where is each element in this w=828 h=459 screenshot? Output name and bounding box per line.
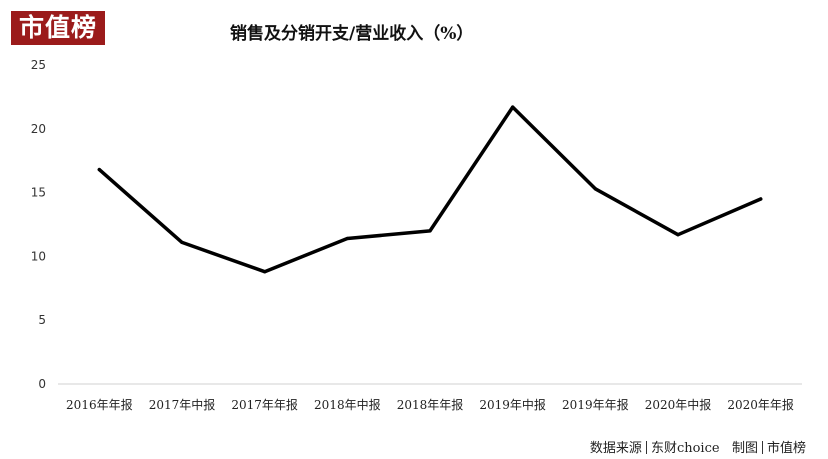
y-tick-label: 25 (31, 58, 46, 72)
made-by-name: 市值榜 (766, 441, 806, 456)
made-by-divider (761, 441, 763, 454)
chart-title: 销售及分销开支/营业收入（%） (230, 24, 474, 44)
data-point (263, 270, 267, 274)
y-tick-label: 15 (31, 186, 46, 200)
x-tick-label: 2018年年报 (397, 397, 464, 412)
x-tick-label: 2016年年报 (66, 397, 133, 412)
data-point (676, 233, 680, 237)
data-point (97, 168, 101, 172)
data-point (511, 105, 515, 109)
y-tick-label: 10 (31, 249, 46, 263)
data-point (428, 229, 432, 233)
source-divider (645, 441, 647, 454)
y-tick-label: 5 (38, 313, 46, 327)
data-point (759, 197, 763, 201)
x-tick-label: 2017年年报 (231, 397, 298, 412)
source-note: 数据来源 东财choice 制图 市值榜 (590, 437, 806, 456)
source-label: 数据来源 (589, 441, 642, 456)
x-tick-label: 2020年年报 (727, 397, 794, 412)
x-tick-label: 2020年中报 (645, 397, 712, 412)
x-tick-label: 2017年中报 (149, 397, 216, 412)
source-provider: 东财choice (650, 441, 720, 456)
x-tick-label: 2019年中报 (479, 397, 546, 412)
x-tick-label: 2019年年报 (562, 397, 629, 412)
data-point (180, 240, 184, 244)
made-by-label: 制图 (731, 441, 758, 456)
x-tick-label: 2018年中报 (314, 397, 381, 412)
data-point (593, 187, 597, 191)
y-tick-label: 20 (31, 122, 46, 136)
data-point (345, 236, 349, 241)
logo: 市值榜 (11, 11, 105, 45)
series-line (97, 105, 763, 274)
y-tick-label: 0 (38, 377, 46, 391)
